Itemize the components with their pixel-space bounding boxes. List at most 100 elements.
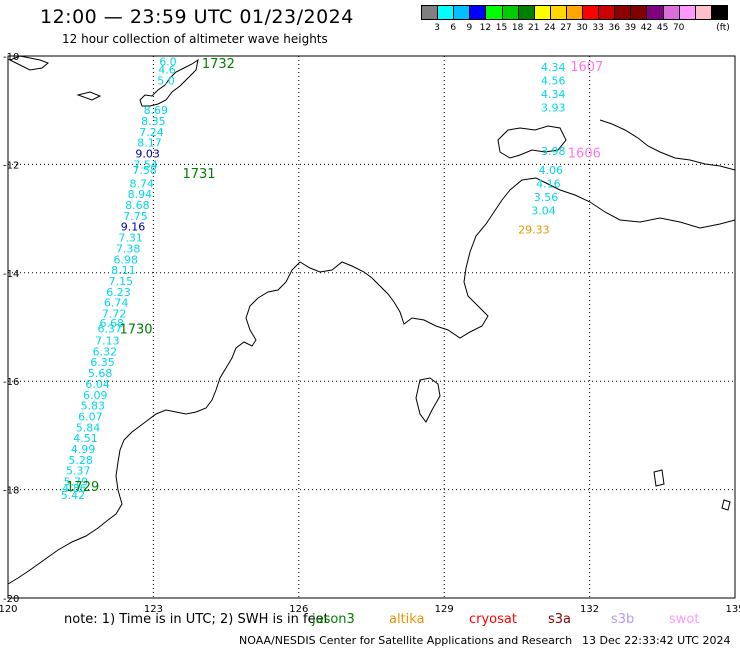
footer-note: note: 1) Time is in UTC; 2) SWH is in fe… bbox=[64, 612, 329, 627]
wave-height-value: 6.37 bbox=[98, 323, 123, 336]
wave-height-value: 6.68 bbox=[99, 317, 124, 330]
y-tick-label: -20 bbox=[3, 594, 19, 605]
wave-height-value: 5.37 bbox=[66, 465, 91, 478]
legend-tick-label: 3 bbox=[434, 23, 440, 33]
wave-height-value: 6.0 bbox=[159, 55, 177, 68]
wave-height-value: 4.56 bbox=[541, 74, 566, 87]
wave-height-value: 3.93 bbox=[541, 101, 566, 114]
wave-height-value: 8.17 bbox=[137, 137, 162, 150]
legend-tick-label: 12 bbox=[479, 23, 492, 33]
wave-height-value: 4.99 bbox=[71, 443, 96, 456]
legend-tick-label: 33 bbox=[592, 23, 604, 33]
wave-height-value: 8.94 bbox=[128, 188, 153, 201]
axis-labels: 120 123 126 129 132 135 -10 -12 -14 -16 -18 -20 bbox=[0, 52, 740, 615]
wave-height-value: 7.72 bbox=[102, 307, 127, 320]
pass-number-label: 1730 bbox=[119, 323, 152, 338]
wave-height-value: 6.09 bbox=[83, 389, 108, 402]
wave-height-value: 7.54 bbox=[133, 158, 158, 171]
wave-height-value: 9.16 bbox=[121, 221, 146, 234]
wave-height-value: 4.16 bbox=[536, 177, 561, 190]
legend-tick-label: 39 bbox=[624, 23, 637, 33]
legend-tick-label: 15 bbox=[495, 23, 508, 33]
wave-height-value: 7.15 bbox=[109, 275, 134, 288]
wave-height-value: 8.11 bbox=[111, 264, 136, 277]
legend-tick-label: 24 bbox=[544, 23, 556, 33]
map-subtitle: 12 hour collection of altimeter wave hei… bbox=[62, 32, 328, 46]
x-tick-label: 123 bbox=[144, 604, 163, 615]
legend-tick-label: 42 bbox=[640, 23, 653, 33]
pass-number-label: 1607 bbox=[570, 60, 603, 75]
legend-tick-label: 21 bbox=[528, 23, 540, 33]
map-frame bbox=[7, 55, 736, 599]
satellite-name: swot bbox=[669, 612, 700, 627]
wave-height-value: 7.58 bbox=[132, 164, 157, 177]
wave-height-value: 9.03 bbox=[135, 148, 160, 161]
x-tick-label: 120 bbox=[0, 604, 18, 615]
legend-unit: (ft) bbox=[716, 23, 730, 33]
x-tick-label: 129 bbox=[435, 604, 454, 615]
wave-height-value: 6.32 bbox=[93, 345, 118, 358]
wave-height-value: 5.42 bbox=[61, 489, 86, 502]
legend-tick-label: 9 bbox=[466, 23, 473, 33]
wave-height-value: 4.34 bbox=[541, 61, 566, 74]
wave-height-value: 8.68 bbox=[125, 199, 150, 212]
wave-height-value: 5.83 bbox=[81, 400, 106, 413]
wave-height-value: 6.23 bbox=[106, 286, 131, 299]
satellite-name: cryosat bbox=[469, 612, 517, 627]
wave-height-value: 8.35 bbox=[141, 115, 166, 128]
wave-height-value: 4.34 bbox=[541, 88, 566, 101]
timestamp-text: 13 Dec 22:33:42 UTC 2024 bbox=[582, 634, 731, 647]
satellite-name: s3b bbox=[611, 612, 635, 627]
legend-tick-label: 6 bbox=[450, 23, 457, 33]
y-tick-label: -10 bbox=[3, 52, 19, 63]
wave-height-value: 5.0 bbox=[157, 74, 175, 87]
wave-height-value: 3.98 bbox=[541, 145, 566, 158]
wave-height-value: 6.04 bbox=[85, 378, 110, 391]
legend-tick-label: 30 bbox=[576, 23, 588, 33]
y-tick-label: -18 bbox=[3, 486, 19, 497]
wave-height-value: 4.86 bbox=[62, 482, 87, 495]
pass-number-label: 1731 bbox=[182, 167, 215, 182]
wave-height-value: 5.79 bbox=[64, 475, 89, 488]
x-tick-label: 126 bbox=[289, 604, 308, 615]
satellite-name: altika bbox=[389, 612, 425, 627]
wave-height-value: 4.6 bbox=[158, 64, 176, 77]
map-title: 12:00 — 23:59 UTC 01/23/2024 bbox=[40, 6, 354, 28]
wave-height-value: 7.24 bbox=[139, 126, 164, 139]
wave-height-value: 4.51 bbox=[73, 432, 98, 445]
wave-height-value: 3.04 bbox=[531, 204, 556, 217]
wave-height-value: 3.56 bbox=[534, 191, 559, 204]
wave-height-value: 8.69 bbox=[144, 104, 169, 117]
legend-tick-label: 27 bbox=[560, 23, 572, 33]
wave-height-tracks: 6.04.65.0 8.698.357.248.179.037.547.588.7… bbox=[61, 55, 604, 502]
wave-height-value: 5.28 bbox=[68, 454, 93, 467]
wave-height-value: 6.74 bbox=[104, 297, 129, 310]
legend-tick-label: 18 bbox=[511, 23, 524, 33]
legend-tick-label: 45 bbox=[656, 23, 669, 33]
wave-height-value: 8.74 bbox=[130, 177, 155, 190]
wave-height-value: 5.84 bbox=[76, 421, 101, 434]
satellite-name: jason3 bbox=[312, 612, 355, 627]
satellite-name: s3a bbox=[548, 612, 572, 627]
color-legend: 3 6 9 12 15 18 21 24 27 30 33 36 39 42 45 70 (ft) bbox=[421, 5, 730, 37]
wave-height-value: 4.06 bbox=[539, 164, 564, 177]
coastline bbox=[7, 55, 736, 585]
wave-height-value: 5.68 bbox=[88, 367, 113, 380]
legend-tick-label: 70 bbox=[672, 23, 685, 33]
pass-number-label: 1606 bbox=[568, 147, 601, 162]
wave-height-value: 29.33 bbox=[518, 223, 550, 236]
y-tick-label: -12 bbox=[3, 160, 19, 171]
pass-number-label: 1732 bbox=[202, 57, 235, 72]
wave-height-value: 7.38 bbox=[116, 242, 141, 255]
y-tick-label: -14 bbox=[3, 269, 19, 280]
legend-tick-label: 36 bbox=[608, 23, 620, 33]
y-tick-label: -16 bbox=[3, 377, 19, 388]
map-grid bbox=[7, 55, 736, 599]
wave-height-value: 7.13 bbox=[95, 335, 120, 348]
wave-height-value: 7.31 bbox=[118, 232, 143, 245]
wave-height-value: 6.35 bbox=[90, 356, 115, 369]
x-tick-label: 132 bbox=[580, 604, 599, 615]
x-tick-label: 135 bbox=[725, 604, 740, 615]
wave-height-value: 7.75 bbox=[123, 210, 148, 223]
